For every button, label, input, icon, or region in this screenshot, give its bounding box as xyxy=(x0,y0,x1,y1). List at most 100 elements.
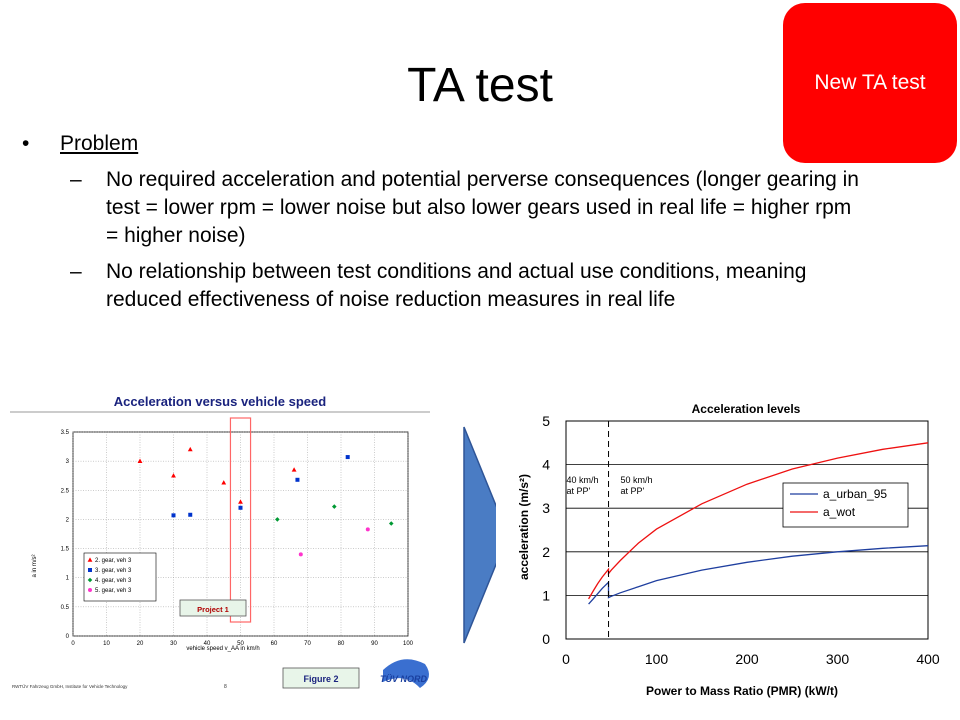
x-tick-label: 70 xyxy=(304,641,311,647)
right-chart-grid xyxy=(565,420,929,640)
legend-label: a_urban_95 xyxy=(823,487,887,501)
x-tick-label: 200 xyxy=(735,651,759,667)
series-line xyxy=(588,442,929,600)
y-tick-label: 3.5 xyxy=(61,430,70,436)
x-tick-label: 20 xyxy=(137,641,144,647)
sub-bullet-2-text: No relationship between test conditions … xyxy=(106,260,807,311)
annotation-text: at PP' xyxy=(621,486,645,496)
left-chart-grid xyxy=(72,431,409,637)
data-point xyxy=(332,504,337,509)
x-tick-label: 0 xyxy=(71,641,75,647)
left-chart-legend: 2. gear, veh 3 3. gear, veh 3 4. gear, veh… xyxy=(83,552,157,602)
y-tick-label: 0 xyxy=(66,634,70,640)
data-point xyxy=(388,521,394,526)
series-line xyxy=(588,545,929,605)
annotation-text: 40 km/h xyxy=(567,475,599,485)
data-point xyxy=(238,505,243,510)
x-tick-label: 80 xyxy=(338,641,345,647)
data-point xyxy=(171,473,176,478)
annotation-text: 50 km/h xyxy=(621,475,653,485)
x-tick-label: 400 xyxy=(916,651,940,667)
right-chart-title: Acceleration levels xyxy=(692,402,801,416)
slide-title: TA test xyxy=(407,59,553,112)
y-tick-label: 4 xyxy=(542,457,550,473)
data-point xyxy=(137,458,143,463)
x-tick-label: 40 xyxy=(204,641,211,647)
right-chart-annotations: 40 km/hat PP'50 km/hat PP' xyxy=(567,475,653,496)
right-chart-ticks: 0 1 2 3 4 5 0 100 200 300 400 xyxy=(542,413,940,667)
arrow-shape xyxy=(463,426,509,644)
y-tick-label: 2 xyxy=(66,517,70,523)
figure-label: Figure 2 xyxy=(303,674,338,684)
y-tick-label: 1 xyxy=(542,587,550,603)
data-point xyxy=(275,517,280,522)
dash-icon: – xyxy=(70,260,82,283)
dash-icon: – xyxy=(70,168,82,191)
figure-box xyxy=(282,667,360,689)
right-chart-legend: a_urban_95 a_wot xyxy=(782,482,909,528)
x-tick-label: 300 xyxy=(826,651,850,667)
sub-bullet-1: – No required acceleration and potential… xyxy=(20,166,866,250)
legend-box xyxy=(83,552,157,602)
left-chart-xlabel: vehicle speed v_AA in km/h xyxy=(186,646,259,652)
y-tick-label: 3 xyxy=(542,500,550,516)
y-tick-label: 2.5 xyxy=(61,488,70,494)
y-tick-label: 0 xyxy=(542,631,550,647)
y-tick-label: 1.5 xyxy=(61,547,70,553)
page-number: 8 xyxy=(224,684,227,690)
legend-label: a_wot xyxy=(823,505,856,519)
sub-bullet-1-text: No required acceleration and potential p… xyxy=(106,168,859,247)
data-point xyxy=(221,480,227,485)
arrow-right-icon xyxy=(463,426,509,644)
y-tick-label: 0.5 xyxy=(61,605,70,611)
legend-marker xyxy=(88,568,92,572)
data-point xyxy=(171,513,176,518)
x-tick-label: 0 xyxy=(562,651,570,667)
data-point xyxy=(365,527,370,532)
y-tick-label: 5 xyxy=(542,413,550,429)
right-chart-ylabel: acceleration (m/s²) xyxy=(517,474,531,580)
x-tick-label: 100 xyxy=(645,651,669,667)
x-tick-label: 60 xyxy=(271,641,278,647)
data-point xyxy=(238,499,243,504)
annotation-text: at PP' xyxy=(567,486,591,496)
legend-label: 4. gear, veh 3 xyxy=(95,578,132,584)
x-tick-label: 50 xyxy=(237,641,244,647)
bullet-problem-text: Problem xyxy=(60,132,139,155)
x-tick-label: 30 xyxy=(170,641,177,647)
bullet-problem: • Problem xyxy=(20,130,920,158)
y-tick-label: 3 xyxy=(66,459,70,465)
left-chart-title: Acceleration versus vehicle speed xyxy=(114,394,327,409)
left-chart-points xyxy=(137,446,394,557)
x-tick-label: 100 xyxy=(403,641,414,647)
legend-label: 2. gear, veh 3 xyxy=(95,558,132,564)
x-tick-label: 90 xyxy=(371,641,378,647)
legend-box xyxy=(782,482,909,528)
project-box xyxy=(179,599,247,617)
y-tick-label: 2 xyxy=(542,544,550,560)
tuv-nord-logo: TÜV NORD xyxy=(380,659,429,688)
sub-bullet-2: – No relationship between test condition… xyxy=(20,258,866,314)
acceleration-vs-speed-chart: Acceleration versus vehicle speed 0 10 20 3… xyxy=(10,394,430,690)
right-chart-series xyxy=(588,442,929,605)
legend-marker xyxy=(87,557,93,562)
project-label: Project 1 xyxy=(197,605,229,614)
data-point xyxy=(295,477,300,482)
data-point xyxy=(298,552,303,557)
x-tick-label: 10 xyxy=(103,641,110,647)
legend-marker xyxy=(88,588,92,592)
logo-text: TÜV NORD xyxy=(380,674,428,684)
new-ta-test-badge: New TA test xyxy=(783,3,957,163)
data-point xyxy=(291,467,297,472)
speed-50-highlight xyxy=(229,417,252,623)
left-chart-ylabel: a in m/s² xyxy=(32,554,38,577)
bullet-list: • Problem – No required acceleration and… xyxy=(20,130,920,314)
bullet-dot-icon: • xyxy=(22,132,30,155)
legend-label: 5. gear, veh 3 xyxy=(95,588,132,594)
footer-text: RWTÜV Fahrzeug GmbH, Institute for Vehic… xyxy=(12,683,128,689)
data-point xyxy=(188,512,193,517)
legend-label: 3. gear, veh 3 xyxy=(95,568,132,574)
data-point xyxy=(345,455,350,460)
left-chart-ticks: 0 10 20 30 40 50 60 70 80 90 100 0 0.5 1 1.5 2 2.5 3 3.5 xyxy=(61,430,414,647)
